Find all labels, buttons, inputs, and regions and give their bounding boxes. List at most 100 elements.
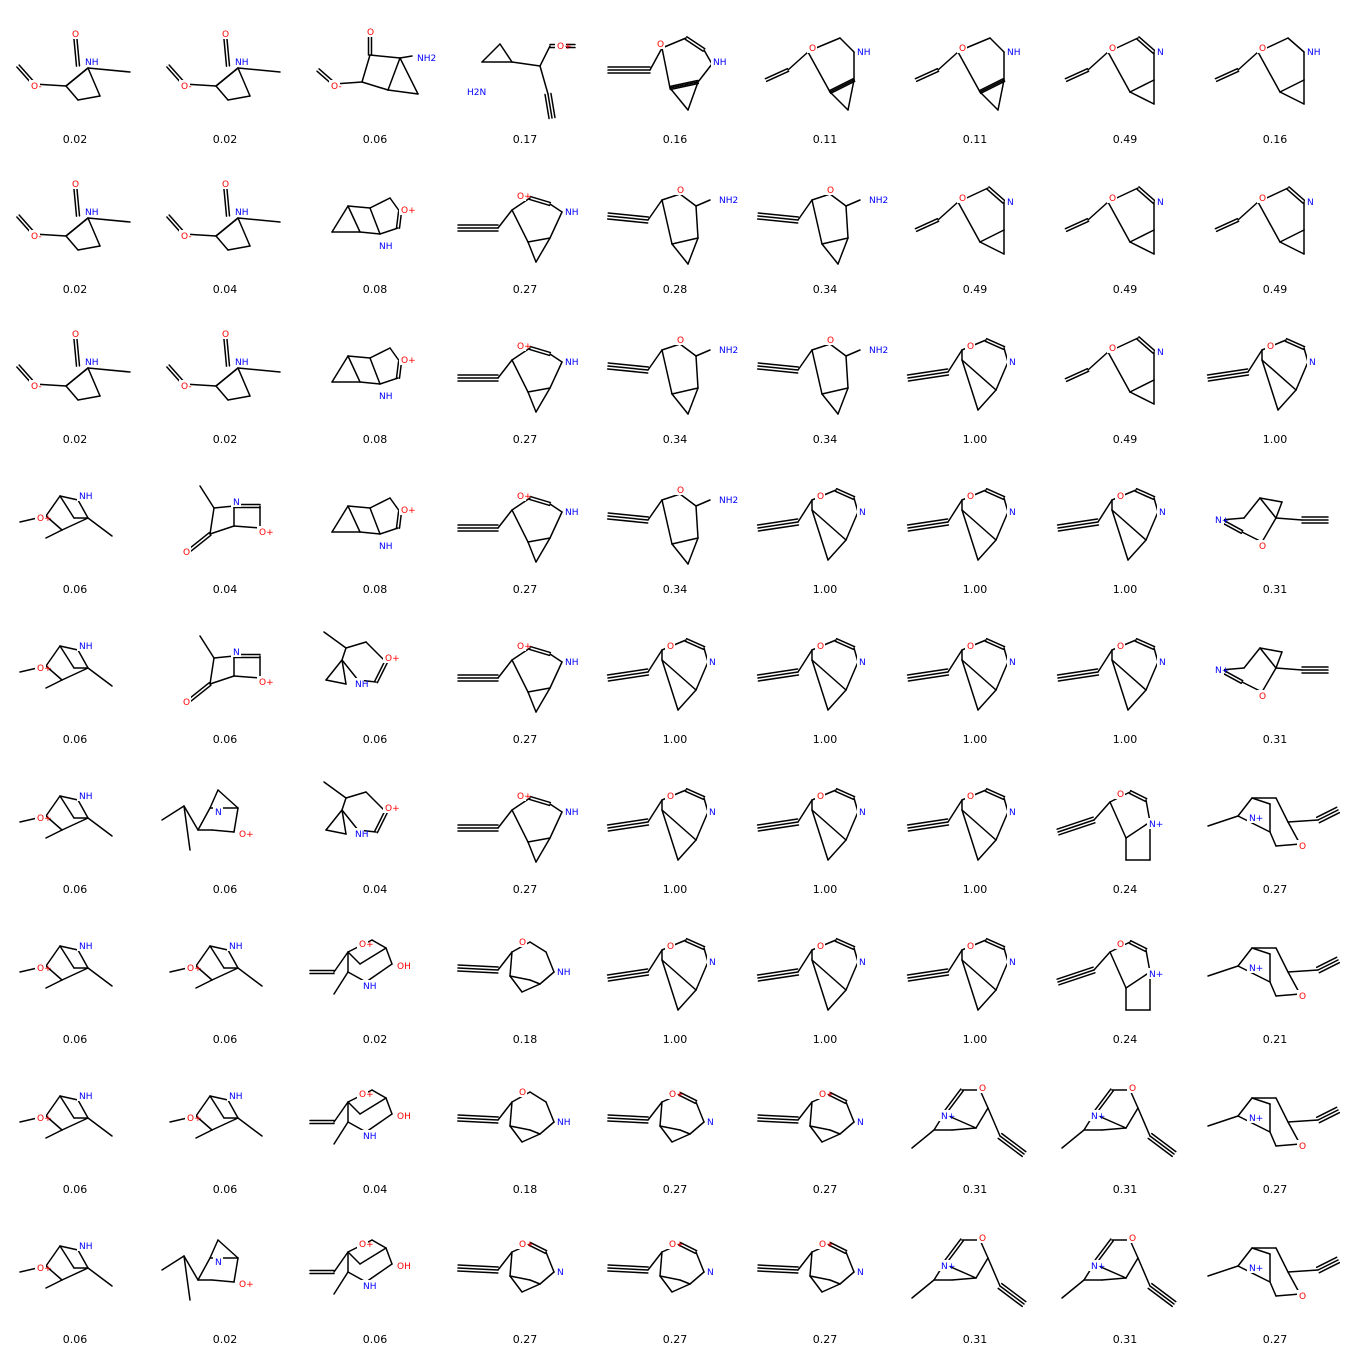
bond — [1275, 651, 1283, 669]
atom-label: O+ — [187, 964, 202, 974]
bond — [1315, 1106, 1338, 1119]
bond — [757, 212, 800, 218]
bond — [1092, 1238, 1112, 1264]
bond — [529, 979, 541, 985]
atom-label-background — [70, 328, 80, 339]
bond — [197, 1257, 211, 1281]
bond — [527, 841, 537, 863]
bond — [1251, 1247, 1271, 1255]
molecule-cell: O N 1.00 — [600, 750, 750, 900]
atom-label: N — [707, 1118, 714, 1128]
bond — [215, 367, 239, 387]
atom-label: O+ — [359, 1090, 374, 1100]
bond — [527, 391, 537, 413]
bond — [947, 799, 963, 823]
bond — [1207, 374, 1250, 382]
bond — [183, 1255, 199, 1281]
bond — [347, 951, 361, 965]
molecule-cell: O- O NH 0.02 — [0, 300, 150, 450]
molecule-structure: ON — [606, 787, 717, 861]
atom-label-background — [1247, 1262, 1258, 1273]
bond — [190, 684, 212, 702]
bond — [985, 787, 1006, 798]
bond — [347, 355, 371, 359]
bond — [809, 1275, 831, 1281]
bond — [539, 971, 555, 985]
similarity-score: 0.06 — [362, 733, 388, 746]
bond — [323, 631, 347, 649]
atom-label: O+ — [819, 1090, 834, 1100]
bond — [647, 349, 663, 371]
bond — [697, 63, 713, 83]
bond — [511, 359, 529, 393]
bond — [937, 201, 959, 221]
bond — [1275, 1143, 1301, 1147]
molecule-cell: O+ NH 0.06 — [0, 600, 150, 750]
bond — [647, 199, 663, 221]
bond — [539, 1121, 555, 1135]
atom-label-background — [1297, 1140, 1307, 1151]
atom-label-background — [815, 790, 825, 801]
bond — [535, 387, 551, 413]
bond — [1111, 659, 1129, 711]
bond — [87, 217, 101, 247]
bond — [961, 359, 997, 391]
atom-label-background — [29, 80, 40, 91]
bond — [529, 495, 552, 504]
bond — [1287, 1119, 1319, 1123]
bond — [679, 493, 697, 507]
bond — [797, 1101, 813, 1121]
bond — [845, 349, 861, 357]
bond — [87, 667, 113, 687]
bond — [1318, 1261, 1341, 1274]
bond — [365, 963, 393, 983]
atom-label-background — [1107, 192, 1117, 203]
bond — [606, 968, 649, 976]
bond — [942, 1238, 962, 1264]
bond — [671, 237, 699, 245]
atom-label-background — [353, 678, 364, 689]
bond — [797, 799, 813, 823]
bond — [984, 640, 1005, 651]
atom-label-background — [29, 380, 40, 391]
atom-label: O+ — [359, 940, 374, 950]
bond — [906, 668, 949, 676]
bond — [1127, 539, 1147, 561]
bond — [1151, 1132, 1177, 1153]
atom-label: O — [817, 492, 824, 502]
bond — [59, 1095, 75, 1119]
bond — [529, 941, 547, 953]
bond — [1257, 51, 1281, 93]
bond — [497, 359, 513, 379]
bond — [1057, 674, 1100, 682]
bond — [647, 649, 663, 673]
atom-label: O — [677, 486, 684, 496]
atom-label-background — [1005, 196, 1015, 207]
atom-label: NH — [355, 830, 369, 840]
atom-label-background — [857, 806, 867, 817]
bond — [659, 1125, 673, 1143]
bond — [347, 505, 371, 509]
similarity-score: 0.31 — [1262, 583, 1288, 596]
atom-label: O — [1109, 194, 1116, 204]
bond — [195, 945, 211, 967]
bond — [87, 217, 131, 223]
molecule-cell: O+ NH 0.06 — [0, 750, 150, 900]
bond — [1237, 1097, 1253, 1117]
atom-label-background — [383, 802, 394, 813]
similarity-score: 0.24 — [1112, 883, 1138, 896]
atom-label-background — [965, 490, 975, 501]
similarity-score: 0.34 — [662, 433, 688, 446]
bond — [845, 199, 861, 207]
bond — [361, 54, 371, 83]
molecule-cell: N+ O 0.31 — [1200, 450, 1350, 600]
atom-label-background — [555, 40, 566, 51]
bond — [527, 541, 537, 563]
atom-label: O — [817, 792, 824, 802]
atom-label: O — [1259, 542, 1266, 552]
bond — [511, 61, 541, 67]
atom-label-background — [857, 656, 867, 667]
bond — [906, 368, 949, 376]
atom-label-background — [655, 38, 665, 49]
atom-label-background — [353, 828, 364, 839]
